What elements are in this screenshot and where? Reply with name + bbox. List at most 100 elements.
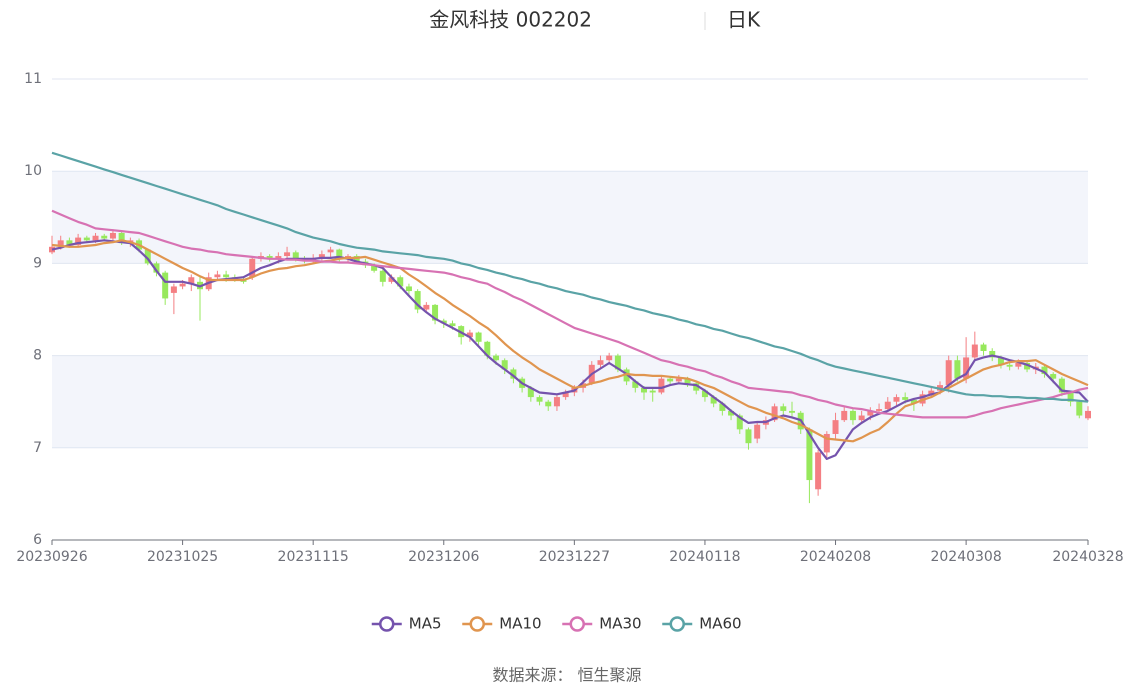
candle-body bbox=[780, 406, 787, 411]
candle-body bbox=[83, 237, 90, 241]
candle-body bbox=[118, 232, 125, 244]
x-tick-label: 20240118 bbox=[669, 549, 740, 565]
candle-body bbox=[249, 258, 256, 278]
candle-body bbox=[841, 410, 848, 421]
candle-body bbox=[675, 378, 682, 382]
candle-body bbox=[641, 387, 647, 393]
x-tick-label: 20231206 bbox=[408, 549, 479, 565]
x-tick-label: 20231025 bbox=[147, 549, 218, 565]
x-tick-label: 20240328 bbox=[1052, 549, 1123, 565]
candle-body bbox=[771, 406, 778, 421]
candle-body bbox=[545, 401, 552, 407]
candle-body bbox=[1067, 392, 1074, 402]
candle-body bbox=[1050, 374, 1057, 379]
candle-body bbox=[223, 274, 230, 278]
candle-body bbox=[414, 291, 421, 310]
split-area bbox=[52, 355, 1088, 448]
candle-body bbox=[57, 240, 64, 247]
candle-body bbox=[214, 274, 221, 278]
candle-body bbox=[928, 390, 935, 395]
y-tick-label: 6 bbox=[33, 532, 42, 548]
candle-body bbox=[144, 249, 151, 264]
candle-body bbox=[945, 360, 952, 386]
candle-body bbox=[101, 235, 108, 239]
chart-title: 金风科技 002202 bbox=[429, 8, 592, 32]
candle-body bbox=[1058, 378, 1065, 393]
x-tick-label: 20240308 bbox=[930, 549, 1001, 565]
legend-marker bbox=[379, 616, 395, 632]
candle-body bbox=[484, 341, 491, 356]
x-tick-label: 20231115 bbox=[278, 549, 349, 565]
candle-body bbox=[388, 277, 395, 282]
candle-body bbox=[736, 415, 743, 430]
candle-body bbox=[963, 357, 970, 379]
legend-marker bbox=[669, 616, 685, 632]
candle-body bbox=[379, 270, 386, 282]
candle-body bbox=[667, 378, 674, 382]
legend-marker bbox=[569, 616, 585, 632]
candle-body bbox=[466, 332, 473, 338]
candle-body bbox=[284, 252, 291, 257]
candle-body bbox=[728, 410, 735, 416]
candle-body bbox=[510, 369, 517, 379]
candle-body bbox=[162, 272, 169, 299]
candle-body bbox=[405, 286, 412, 292]
candle-body bbox=[701, 390, 708, 398]
candle-body bbox=[562, 392, 569, 398]
candle-body bbox=[327, 249, 334, 253]
candle-body bbox=[997, 357, 1004, 365]
candle-body bbox=[614, 355, 621, 370]
candle-body bbox=[1076, 401, 1083, 416]
candle-body bbox=[1006, 364, 1013, 367]
candle-body bbox=[179, 283, 186, 287]
candle-body bbox=[1024, 362, 1031, 370]
candle-body bbox=[493, 355, 499, 361]
ma-line bbox=[51, 151, 1089, 403]
x-tick-label: 20240208 bbox=[800, 549, 871, 565]
candle-body bbox=[710, 397, 717, 404]
candle-body bbox=[318, 254, 325, 259]
candle-body bbox=[1085, 410, 1091, 419]
candle-body bbox=[754, 424, 761, 439]
source-note: 数据来源： 恒生聚源 bbox=[492, 666, 641, 685]
candle-body bbox=[266, 256, 273, 259]
candle-body bbox=[501, 360, 508, 370]
candle-body bbox=[1015, 362, 1022, 367]
candle-body bbox=[884, 401, 891, 410]
y-tick-label: 9 bbox=[33, 255, 42, 271]
candle-body bbox=[658, 378, 665, 393]
candle-body bbox=[832, 420, 839, 434]
candle-body bbox=[371, 265, 378, 271]
candle-body bbox=[745, 429, 752, 444]
candle-body bbox=[902, 397, 909, 400]
candle-body bbox=[649, 390, 656, 393]
x-tick-label: 20231227 bbox=[539, 549, 610, 565]
candle-body bbox=[806, 429, 813, 481]
legend-label: MA5 bbox=[409, 615, 442, 633]
y-tick-label: 8 bbox=[33, 348, 42, 364]
y-tick-label: 10 bbox=[24, 163, 42, 179]
candle-body bbox=[170, 286, 177, 293]
legend-label: MA10 bbox=[499, 615, 541, 633]
candle-body bbox=[910, 399, 917, 404]
ma-line bbox=[51, 239, 1089, 443]
legend-label: MA60 bbox=[699, 615, 741, 633]
candle-body bbox=[971, 344, 978, 358]
x-tick-label: 20230926 bbox=[16, 549, 87, 565]
y-tick-label: 11 bbox=[24, 71, 42, 87]
candle-body bbox=[336, 249, 343, 259]
candle-body bbox=[536, 397, 543, 402]
candle-body bbox=[475, 332, 482, 342]
candle-body bbox=[980, 344, 987, 351]
candle-body bbox=[75, 237, 82, 245]
chart-subtitle: 日K bbox=[727, 8, 761, 32]
candle-body bbox=[823, 433, 830, 453]
candle-body bbox=[397, 277, 404, 287]
candle-body bbox=[719, 403, 726, 411]
candle-body bbox=[66, 240, 73, 245]
candle-body bbox=[815, 452, 822, 490]
candle-body bbox=[449, 323, 456, 327]
candle-body bbox=[632, 381, 639, 388]
candle-body bbox=[876, 409, 883, 411]
candle-body bbox=[606, 355, 613, 361]
